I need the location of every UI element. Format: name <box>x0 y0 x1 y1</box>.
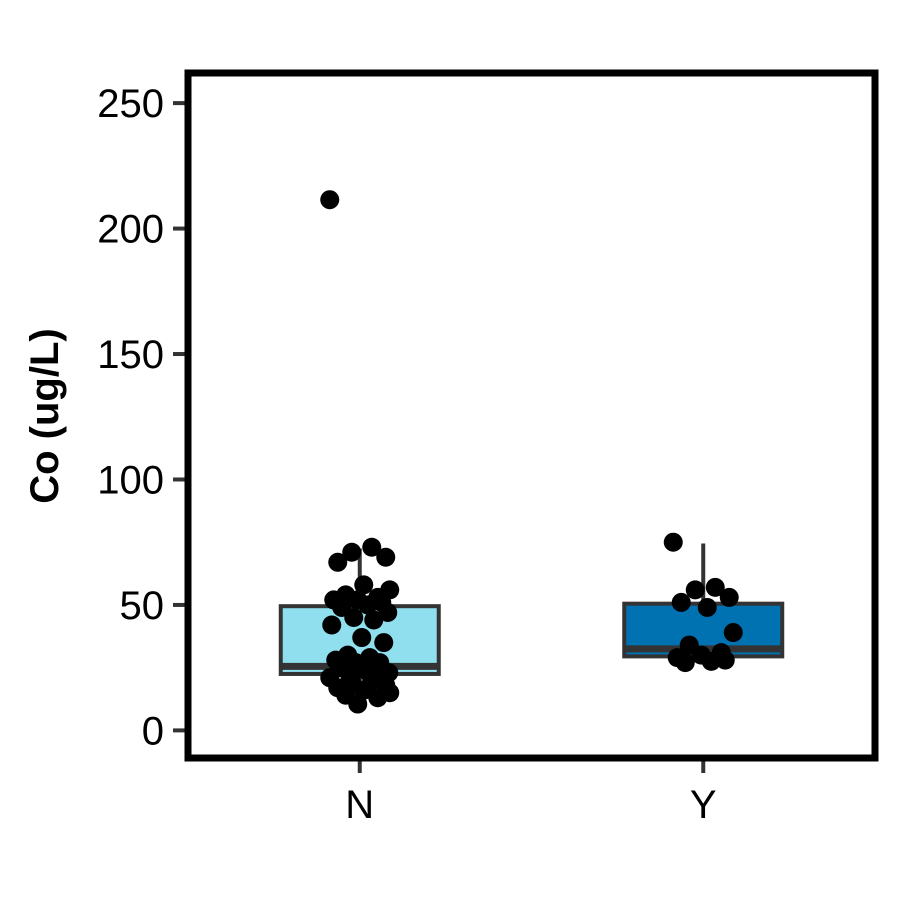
data-point <box>701 651 721 671</box>
data-point <box>358 595 378 615</box>
data-point <box>671 592 691 612</box>
data-point <box>328 552 348 572</box>
y-tick-label: 50 <box>120 584 165 628</box>
data-point <box>376 547 396 567</box>
data-point <box>675 653 695 673</box>
data-point <box>378 602 398 622</box>
data-point <box>723 623 743 643</box>
data-point <box>344 607 364 627</box>
y-tick-label: 100 <box>97 458 164 502</box>
data-point <box>322 615 342 635</box>
data-point <box>320 190 340 210</box>
y-axis-title: Co (ug/L) <box>23 328 67 504</box>
data-point <box>374 633 394 653</box>
data-point <box>362 537 382 557</box>
y-tick-label: 150 <box>97 333 164 377</box>
data-point <box>352 628 372 648</box>
x-tick-label: Y <box>690 783 717 827</box>
data-point <box>364 610 384 630</box>
y-axis: 0 50 100 150 200 250 <box>97 82 188 753</box>
data-point <box>715 650 735 670</box>
plot-area <box>278 190 785 714</box>
data-point <box>348 694 368 714</box>
data-point <box>705 577 725 597</box>
data-point <box>663 532 683 552</box>
panel-border <box>184 69 879 762</box>
data-point <box>697 597 717 617</box>
data-point <box>354 575 374 595</box>
data-point <box>342 542 362 562</box>
y-tick-label: 250 <box>97 82 164 126</box>
x-tick-label: N <box>345 783 374 827</box>
y-tick-label: 0 <box>142 709 164 753</box>
data-point <box>719 587 739 607</box>
data-point <box>368 688 388 708</box>
data-point <box>685 580 705 600</box>
y-tick-label: 200 <box>97 208 164 252</box>
